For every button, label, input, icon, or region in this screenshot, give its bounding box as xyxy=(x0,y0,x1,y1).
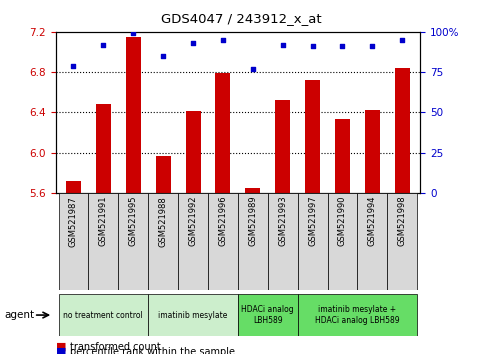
Text: GDS4047 / 243912_x_at: GDS4047 / 243912_x_at xyxy=(161,12,322,25)
Bar xyxy=(148,193,178,290)
Bar xyxy=(357,193,387,290)
Bar xyxy=(185,112,200,193)
Point xyxy=(159,53,167,59)
Bar xyxy=(335,119,350,193)
Bar xyxy=(58,193,88,290)
Text: GSM521996: GSM521996 xyxy=(218,196,227,246)
Bar xyxy=(118,193,148,290)
Bar xyxy=(215,73,230,193)
Text: GSM521993: GSM521993 xyxy=(278,196,287,246)
Text: GSM521992: GSM521992 xyxy=(188,196,198,246)
Text: GSM521987: GSM521987 xyxy=(69,196,78,247)
Text: percentile rank within the sample: percentile rank within the sample xyxy=(70,347,235,354)
Bar xyxy=(365,110,380,193)
Text: GSM521989: GSM521989 xyxy=(248,196,257,246)
Text: GSM521988: GSM521988 xyxy=(158,196,168,247)
Text: imatinib mesylate +
HDACi analog LBH589: imatinib mesylate + HDACi analog LBH589 xyxy=(315,306,400,325)
Bar xyxy=(395,68,410,193)
Text: GSM521997: GSM521997 xyxy=(308,196,317,246)
Point xyxy=(369,44,376,49)
Bar xyxy=(387,193,417,290)
Point xyxy=(99,42,107,47)
Text: agent: agent xyxy=(5,310,35,320)
Text: imatinib mesylate: imatinib mesylate xyxy=(158,310,227,320)
Bar xyxy=(96,104,111,193)
Text: HDACi analog
LBH589: HDACi analog LBH589 xyxy=(242,306,294,325)
Bar xyxy=(238,294,298,336)
Bar xyxy=(148,294,238,336)
Point xyxy=(70,63,77,69)
Point xyxy=(279,42,286,47)
Bar xyxy=(156,156,170,193)
Text: GSM521994: GSM521994 xyxy=(368,196,377,246)
Bar xyxy=(245,188,260,193)
Text: ■: ■ xyxy=(56,347,66,354)
Point xyxy=(189,40,197,46)
Text: ■: ■ xyxy=(56,342,66,352)
Bar xyxy=(58,294,148,336)
Bar xyxy=(298,193,327,290)
Bar xyxy=(305,80,320,193)
Text: GSM521990: GSM521990 xyxy=(338,196,347,246)
Bar xyxy=(208,193,238,290)
Point xyxy=(249,66,256,72)
Point xyxy=(219,37,227,43)
Bar xyxy=(66,181,81,193)
Text: GSM521991: GSM521991 xyxy=(99,196,108,246)
Bar xyxy=(88,193,118,290)
Bar xyxy=(178,193,208,290)
Text: GSM521998: GSM521998 xyxy=(398,196,407,246)
Bar xyxy=(275,100,290,193)
Text: no treatment control: no treatment control xyxy=(63,310,143,320)
Text: GSM521995: GSM521995 xyxy=(129,196,138,246)
Text: transformed count: transformed count xyxy=(70,342,161,352)
Point xyxy=(339,44,346,49)
Point xyxy=(398,37,406,43)
Point xyxy=(309,44,316,49)
Bar xyxy=(298,294,417,336)
Bar xyxy=(268,193,298,290)
Bar xyxy=(238,193,268,290)
Point xyxy=(129,31,137,36)
Bar xyxy=(327,193,357,290)
Bar xyxy=(126,37,141,193)
